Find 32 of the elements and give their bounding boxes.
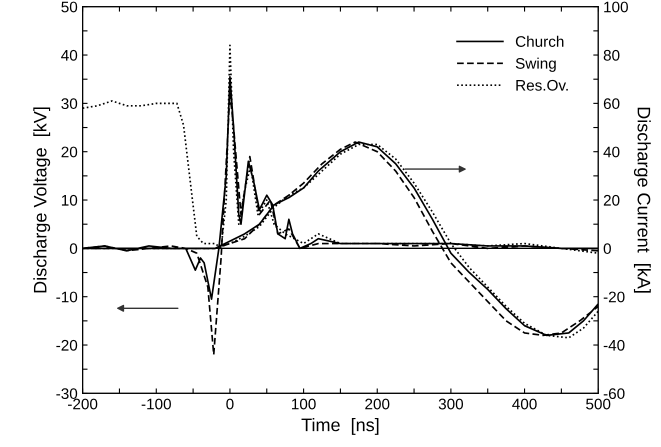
legend-label: Swing xyxy=(516,58,556,72)
x-tick-label: 400 xyxy=(512,398,537,410)
y2-tick-label: 40 xyxy=(603,146,620,158)
x-tick-label: -100 xyxy=(142,398,171,410)
y2-tick-label: 60 xyxy=(604,98,620,110)
y2-tick-label: 100 xyxy=(604,2,628,12)
y-tick-label: 20 xyxy=(62,146,78,158)
x-tick-label: 300 xyxy=(438,398,464,410)
x-tick-label: 500 xyxy=(586,398,610,410)
y2-tick-label: -40 xyxy=(604,340,625,351)
y-tick-label: 10 xyxy=(62,194,78,206)
y2-tick-label: -20 xyxy=(604,292,625,302)
y2-axis-title: Discharge Current [kA] xyxy=(634,108,651,293)
y-tick-label: 40 xyxy=(61,50,78,61)
y-tick-label: 30 xyxy=(61,98,78,110)
y-tick-label: -10 xyxy=(56,292,78,302)
y2-tick-label: -60 xyxy=(604,388,625,400)
y-axis-title: Discharge Voltage [kV] xyxy=(33,107,50,292)
y2-tick-label: 80 xyxy=(604,50,620,61)
x-tick-label: 200 xyxy=(365,398,390,410)
x-tick-label: 0 xyxy=(226,398,234,410)
y-tick-label: -20 xyxy=(56,340,78,351)
y-tick-label: 50 xyxy=(61,2,78,12)
x-tick-label: 100 xyxy=(292,398,316,410)
y-tick-label: 0 xyxy=(70,243,78,254)
x-tick-label: -200 xyxy=(68,398,98,410)
y2-tick-label: 20 xyxy=(604,194,620,206)
legend-label: Church xyxy=(516,36,564,47)
legend-label: Res.Ov. xyxy=(516,80,568,91)
y-tick-label: -30 xyxy=(56,388,78,400)
y2-tick-label: 0 xyxy=(604,243,611,254)
x-axis-title: Time [ns] xyxy=(302,418,378,435)
